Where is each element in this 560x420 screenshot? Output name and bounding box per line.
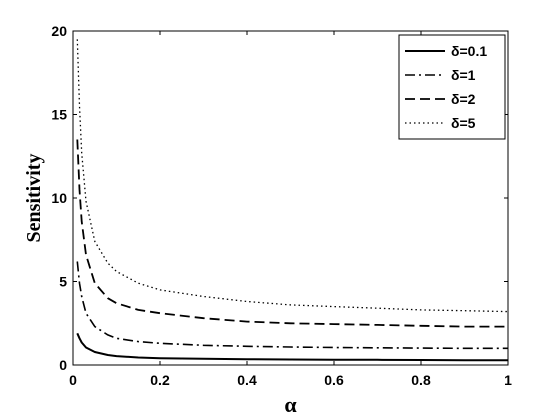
legend: δ=0.1 δ=1 δ=2 δ=5	[398, 34, 506, 140]
y-tick-label: 0	[59, 357, 67, 373]
x-tick-label: 1	[504, 372, 512, 388]
series-line-1	[76, 332, 509, 362]
x-axis-title: α	[284, 392, 297, 417]
legend-items: δ=0.1 δ=1 δ=2 δ=5	[405, 43, 487, 131]
legend-box	[398, 34, 506, 140]
y-tick-label: 5	[59, 274, 67, 290]
y-axis-title: Sensitivity	[23, 154, 45, 243]
plot-frame	[72, 30, 509, 366]
legend-label: δ=0.1	[451, 43, 487, 59]
x-tick-label: 0.6	[324, 372, 344, 388]
x-tick-label: 0.4	[237, 372, 257, 388]
y-tick-label: 15	[51, 107, 67, 123]
x-tick-label: 0	[69, 372, 77, 388]
series-line-3	[76, 139, 508, 328]
x-tick-label: 0.2	[150, 372, 170, 388]
series-layer	[76, 39, 509, 362]
legend-label: δ=2	[451, 91, 476, 107]
series-line-2	[76, 261, 508, 350]
legend-label: δ=1	[451, 67, 476, 83]
series-line-4	[76, 39, 509, 313]
y-tick-label: 20	[51, 23, 67, 39]
legend-label: δ=5	[451, 115, 476, 131]
y-tick-label: 10	[51, 190, 67, 206]
x-tick-label: 0.8	[411, 372, 431, 388]
